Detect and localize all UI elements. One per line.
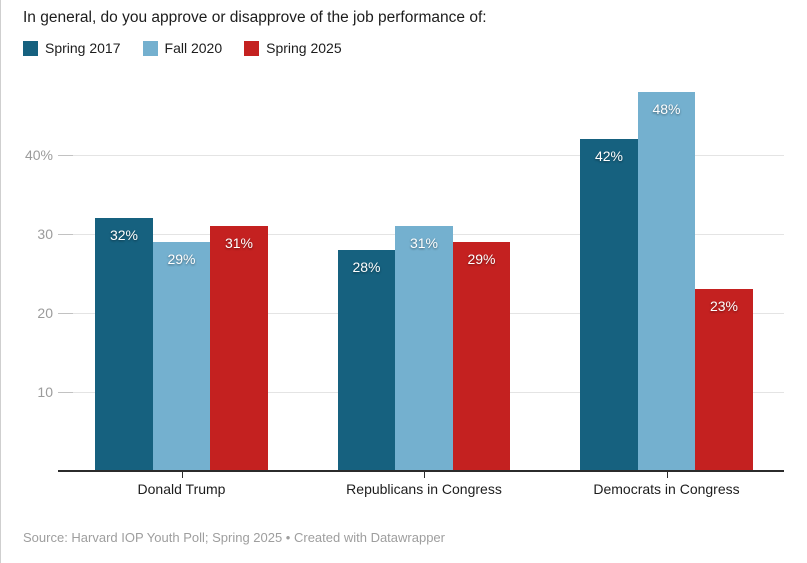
bar-value-label: 29%	[467, 250, 496, 267]
bar-value-label: 42%	[594, 148, 624, 165]
bar	[637, 91, 696, 471]
y-tick-label: 40%	[24, 147, 53, 163]
x-axis-tick	[424, 472, 425, 478]
bar-value-label: 29%	[167, 250, 196, 267]
bar-value-label: 28%	[352, 258, 381, 275]
bar-value-label: 31%	[409, 235, 439, 252]
legend-label: Spring 2017	[45, 40, 121, 56]
y-axis-tick	[58, 154, 73, 156]
legend-swatch	[244, 40, 260, 56]
bar	[452, 241, 511, 471]
y-tick-label: 20	[37, 305, 53, 321]
y-axis-tick	[58, 312, 73, 314]
x-tick-label: Democrats in Congress	[593, 481, 740, 497]
legend-item: Spring 2025	[244, 40, 342, 56]
legend-label: Spring 2025	[266, 40, 342, 56]
bar	[395, 226, 453, 471]
bar	[152, 241, 211, 471]
legend-swatch	[142, 40, 158, 56]
y-tick-label: 10	[37, 384, 53, 400]
gridline	[58, 154, 784, 156]
bar	[695, 289, 753, 471]
legend-item: Fall 2020	[142, 40, 223, 56]
x-tick-label: Republicans in Congress	[346, 481, 502, 497]
bar-value-label: 32%	[109, 227, 139, 244]
bar-value-label: 23%	[709, 298, 739, 315]
legend-swatch	[23, 40, 38, 56]
y-axis-tick	[58, 391, 73, 393]
y-axis-tick	[58, 233, 73, 235]
x-axis-tick	[181, 472, 183, 478]
chart-title: In general, do you approve or disapprove…	[23, 9, 487, 26]
x-axis-tick	[666, 472, 668, 478]
bar-value-label: 48%	[652, 100, 681, 117]
bar	[210, 226, 268, 471]
legend-label: Fall 2020	[164, 40, 223, 56]
x-axis-baseline	[58, 470, 784, 472]
chart-legend: Spring 2017 Fall 2020 Spring 2025	[23, 40, 342, 56]
bar	[580, 139, 638, 471]
source-attribution: Source: Harvard IOP Youth Poll; Spring 2…	[23, 530, 445, 545]
bar	[95, 218, 153, 471]
bar-value-label: 31%	[224, 235, 254, 252]
legend-item: Spring 2017	[23, 40, 121, 56]
x-tick-label: Donald Trump	[137, 481, 226, 497]
bar	[337, 249, 396, 471]
y-tick-label: 30	[37, 226, 53, 242]
